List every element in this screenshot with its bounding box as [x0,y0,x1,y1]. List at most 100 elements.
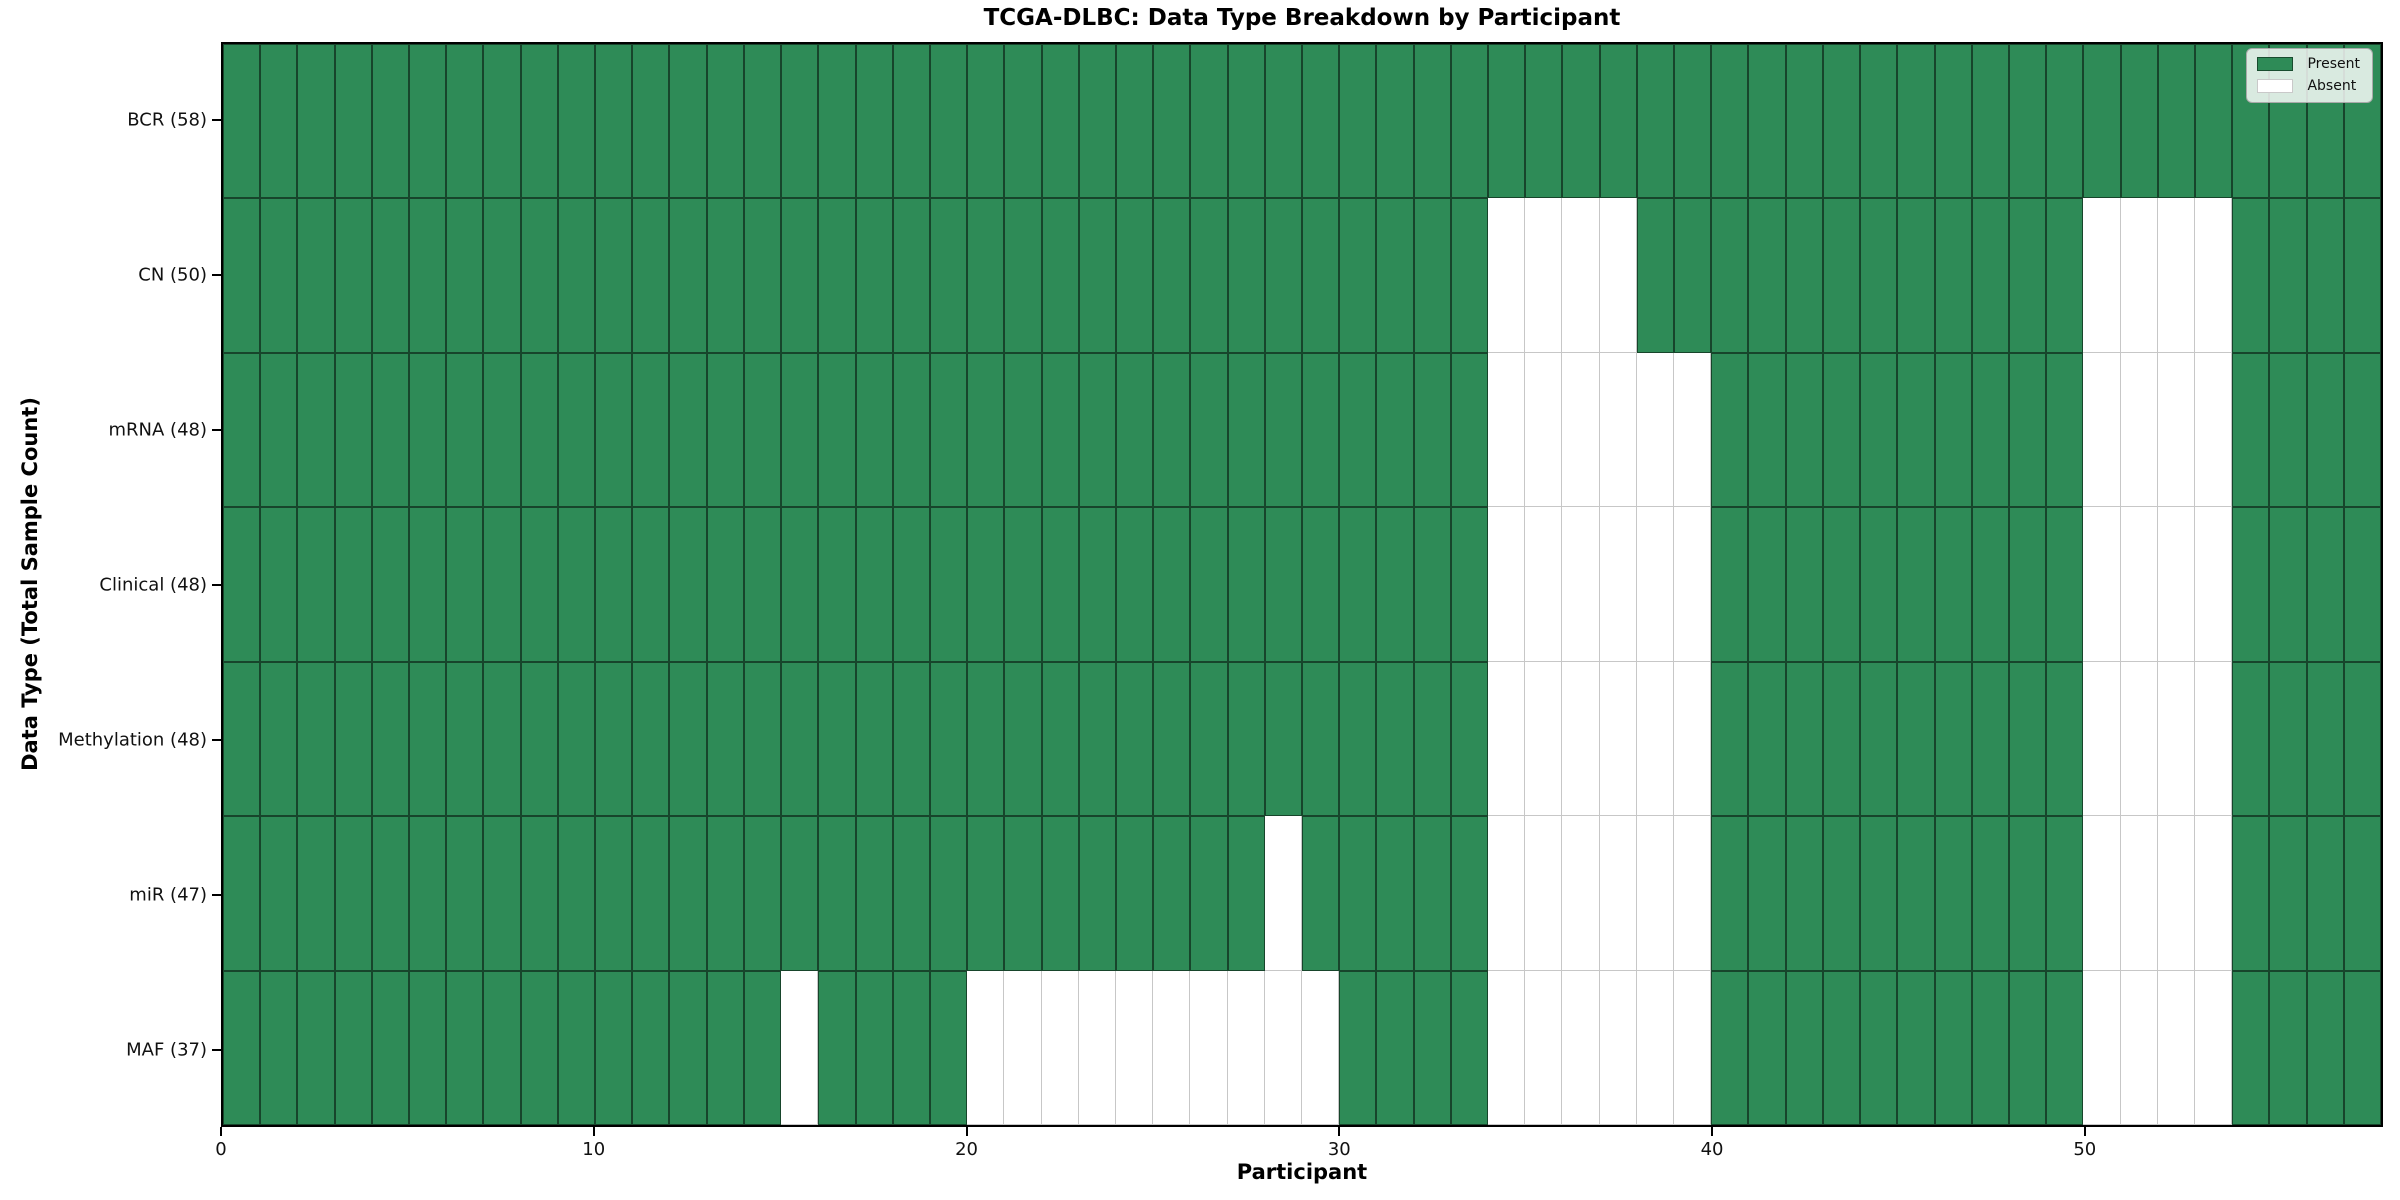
grid-cell-clinical-p15 [781,507,819,662]
grid-cell-bcr-p43 [1822,44,1861,199]
grid-cell-mir-p4 [371,816,410,971]
grid-cell-bcr-p38 [1636,44,1675,199]
grid-cell-mrna-p54 [2232,352,2270,508]
grid-cell-maf-p24 [1115,970,1154,1125]
y-tick-mark [212,583,221,586]
x-tick-mark [220,1127,222,1136]
grid-cell-maf-p10 [595,970,633,1125]
grid-cell-mrna-p25 [1153,352,1191,508]
grid-cell-clinical-p1 [260,507,298,662]
legend-swatch-present-icon [2257,57,2294,71]
grid-cell-maf-p17 [855,970,893,1125]
grid-cell-cn-p5 [409,198,447,353]
grid-cell-cn-p23 [1078,198,1116,353]
grid-cell-mrna-p12 [669,352,707,508]
grid-cell-maf-p13 [706,970,744,1125]
grid-cell-bcr-p27 [1227,44,1265,199]
grid-cell-maf-p32 [1413,970,1451,1125]
grid-cell-mrna-p22 [1041,352,1079,508]
grid-cell-clinical-p54 [2232,507,2270,662]
grid-cell-clinical-p35 [1525,507,1563,662]
grid-cell-clinical-p42 [1785,507,1823,662]
grid-cell-mrna-p47 [1971,352,2009,508]
grid-cell-clinical-p57 [2343,507,2381,662]
grid-cell-bcr-p3 [334,44,372,199]
grid-cell-methylation-p4 [371,661,410,817]
x-tick-label-10: 10 [582,1139,606,1160]
y-tick-mark [212,1048,221,1051]
grid-cell-clinical-p50 [2083,507,2121,662]
grid-cell-clinical-p26 [1190,507,1228,662]
grid-cell-mir-p10 [595,816,633,971]
grid-cell-maf-p26 [1190,970,1228,1125]
grid-cell-maf-p7 [483,970,521,1125]
grid-cell-methylation-p3 [334,661,372,817]
grid-cell-methylation-p56 [2306,661,2344,817]
grid-cell-cn-p33 [1450,198,1489,353]
grid-cell-bcr-p28 [1264,44,1302,199]
grid-cell-cn-p6 [446,198,484,353]
grid-cell-cn-p9 [557,198,596,353]
grid-cell-cn-p47 [1971,198,2009,353]
grid-cell-clinical-p37 [1599,507,1637,662]
grid-cell-maf-p46 [1934,970,1972,1125]
grid-cell-mrna-p31 [1376,352,1414,508]
grid-cell-cn-p19 [929,198,968,353]
grid-cell-methylation-p30 [1339,661,1377,817]
grid-cell-maf-p4 [371,970,410,1125]
grid-cell-clinical-p53 [2194,507,2233,662]
grid-cell-bcr-p39 [1674,44,1712,199]
grid-cell-clinical-p45 [1897,507,1935,662]
grid-cell-clinical-p36 [1562,507,1600,662]
grid-cell-maf-p48 [2008,970,2047,1125]
grid-cell-bcr-p25 [1153,44,1191,199]
grid-cell-bcr-p44 [1860,44,1898,199]
grid-cell-maf-p6 [446,970,484,1125]
grid-cell-mir-p32 [1413,816,1451,971]
grid-cell-methylation-p35 [1525,661,1563,817]
grid-cell-cn-p22 [1041,198,1079,353]
grid-cell-methylation-p6 [446,661,484,817]
grid-cell-clinical-p56 [2306,507,2344,662]
grid-cell-methylation-p49 [2046,661,2084,817]
grid-cell-mrna-p4 [371,352,410,508]
grid-cell-mir-p49 [2046,816,2084,971]
grid-cell-mrna-p1 [260,352,298,508]
grid-cell-cn-p39 [1674,198,1712,353]
grid-cell-mir-p27 [1227,816,1265,971]
grid-cell-cn-p29 [1302,198,1340,353]
grid-cell-cn-p13 [706,198,744,353]
grid-cell-mir-p9 [557,816,596,971]
grid-cell-mir-p8 [520,816,558,971]
grid-cell-cn-p40 [1711,198,1749,353]
grid-cell-cn-p35 [1525,198,1563,353]
grid-cell-bcr-p6 [446,44,484,199]
grid-cell-clinical-p28 [1264,507,1302,662]
grid-cell-cn-p51 [2120,198,2158,353]
grid-cell-cn-p37 [1599,198,1637,353]
grid-cell-mrna-p55 [2269,352,2307,508]
grid-cell-mrna-p0 [223,352,261,508]
grid-cell-mrna-p2 [297,352,335,508]
grid-cell-methylation-p51 [2120,661,2158,817]
grid-cell-maf-p41 [1748,970,1786,1125]
grid-cell-methylation-p43 [1822,661,1861,817]
y-tick-label-methylation: Methylation (48) [58,729,207,750]
grid-cell-bcr-p10 [595,44,633,199]
grid-cell-cn-p42 [1785,198,1823,353]
grid-cell-methylation-p12 [669,661,707,817]
grid-cell-methylation-p41 [1748,661,1786,817]
grid-cell-cn-p34 [1488,198,1526,353]
grid-cell-clinical-p9 [557,507,596,662]
grid-cell-methylation-p50 [2083,661,2121,817]
grid-cell-clinical-p21 [1004,507,1042,662]
grid-cell-mrna-p45 [1897,352,1935,508]
grid-cell-mir-p21 [1004,816,1042,971]
grid-cell-mir-p25 [1153,816,1191,971]
grid-cell-clinical-p39 [1674,507,1712,662]
grid-cell-mrna-p52 [2157,352,2195,508]
grid-cell-clinical-p24 [1115,507,1154,662]
grid-cell-clinical-p29 [1302,507,1340,662]
grid-cell-clinical-p49 [2046,507,2084,662]
